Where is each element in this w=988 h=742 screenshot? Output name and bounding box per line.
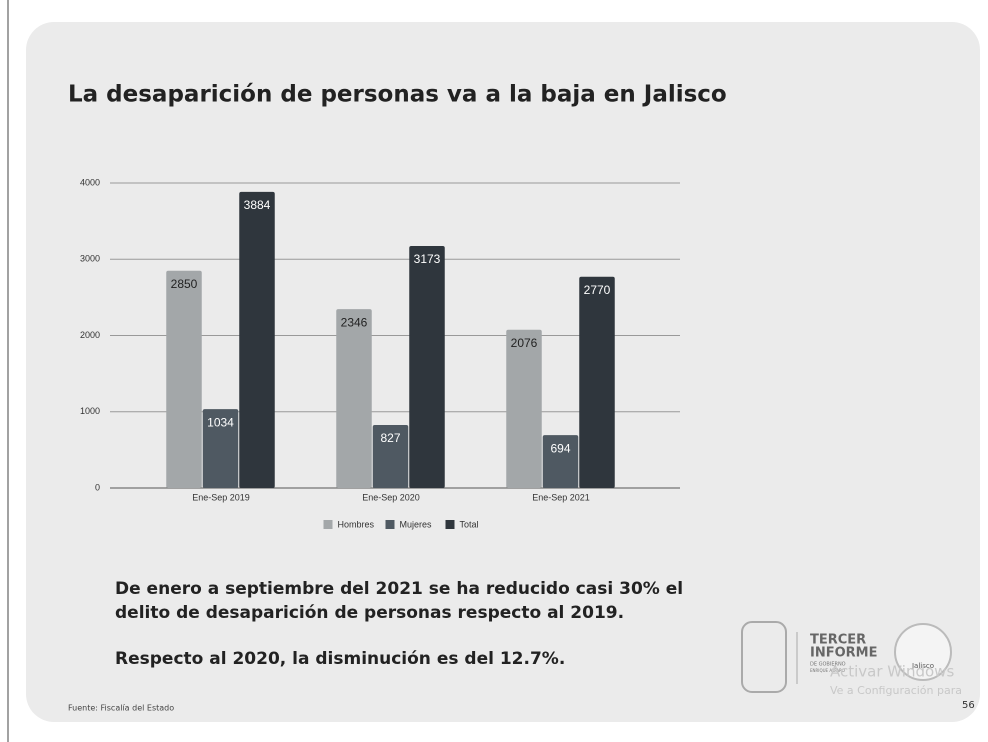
- legend-swatch: [385, 520, 395, 529]
- bar: [336, 309, 372, 488]
- logo-text: DE GOBIERNO: [810, 662, 846, 668]
- page-number: 56: [962, 700, 975, 711]
- value-label: 2770: [584, 283, 611, 297]
- note: Respecto al 2020, la disminución es del …: [115, 649, 565, 669]
- legend-label: Mujeres: [400, 519, 433, 529]
- y-tick-label: 1000: [80, 406, 100, 416]
- bar: [542, 435, 579, 488]
- legend-label: Total: [460, 519, 479, 529]
- bar: [239, 191, 275, 488]
- watermark: Activar Windows: [830, 663, 954, 681]
- logo-seal: [894, 623, 952, 681]
- bar: [166, 270, 202, 488]
- legend-label: Hombres: [338, 519, 375, 529]
- note: De enero a septiembre del 2021 se ha red…: [115, 579, 683, 599]
- bar: [506, 329, 542, 488]
- watermark: Ve a Configuración para: [830, 684, 962, 697]
- source: Fuente: Fiscalía del Estado: [68, 704, 174, 713]
- bar: [579, 276, 615, 488]
- legend-swatch: [323, 520, 333, 529]
- value-label: 2346: [341, 315, 368, 329]
- y-tick-label: 0: [95, 482, 100, 492]
- value-label: 3173: [414, 252, 441, 266]
- bar: [409, 246, 445, 488]
- bar: [202, 409, 239, 488]
- value-label: 3884: [244, 198, 271, 212]
- logo-shape: [741, 621, 787, 693]
- x-tick-label: Ene-Sep 2021: [532, 492, 590, 502]
- bar: [372, 424, 409, 488]
- value-label: 1034: [207, 415, 234, 429]
- logo-text: INFORME: [810, 646, 877, 661]
- note: delito de desaparición de personas respe…: [115, 603, 624, 623]
- value-label: 2850: [171, 277, 198, 291]
- value-label: 2076: [511, 336, 538, 350]
- x-tick-label: Ene-Sep 2020: [362, 492, 420, 502]
- logo-text: TERCER: [810, 633, 866, 648]
- y-tick-label: 3000: [80, 254, 100, 264]
- logo-text: Jalisco: [911, 662, 934, 670]
- legend-swatch: [445, 520, 455, 529]
- y-tick-label: 4000: [80, 177, 100, 187]
- x-tick-label: Ene-Sep 2019: [192, 492, 250, 502]
- y-tick-label: 2000: [80, 330, 100, 340]
- value-label: 827: [380, 431, 400, 445]
- chart-title: La desaparición de personas va a la baja…: [68, 82, 727, 108]
- logo: TERCER INFORME DE GOBIERNO ENRIQUE ALFAR…: [741, 621, 952, 693]
- logo-text: ENRIQUE ALFARO: [810, 668, 845, 673]
- value-label: 694: [550, 441, 570, 455]
